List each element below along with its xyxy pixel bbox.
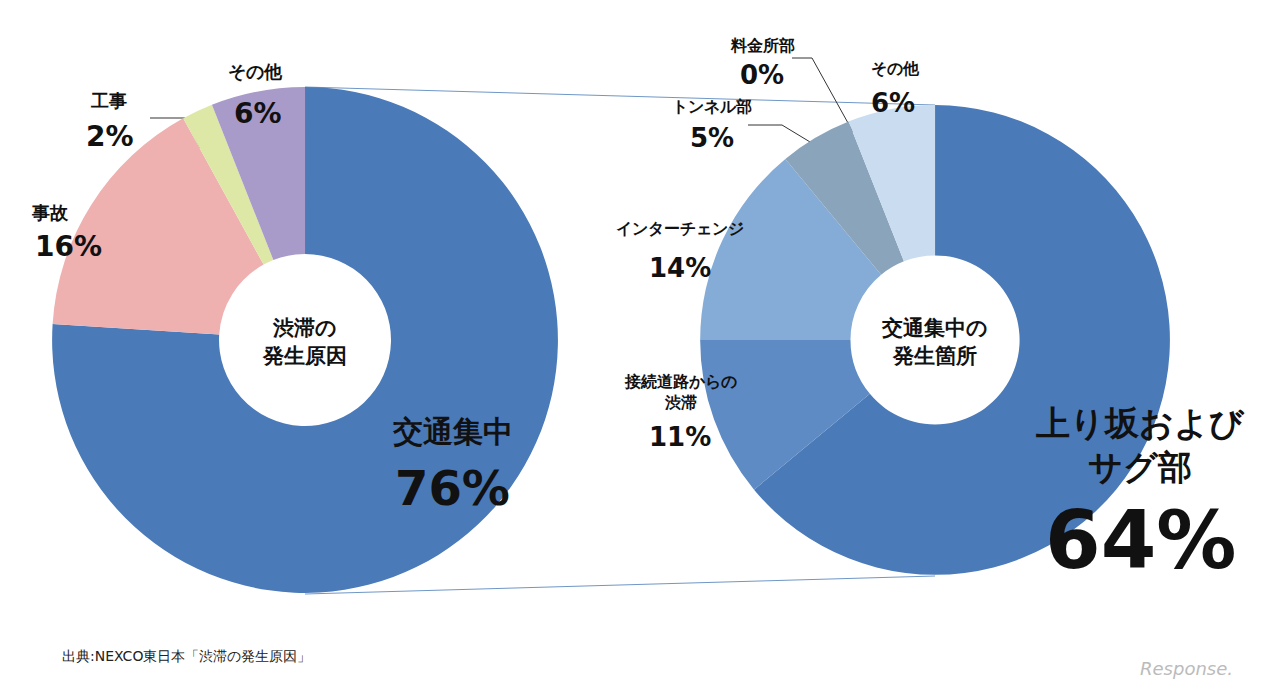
svg-text:工事: 工事: [90, 90, 127, 111]
svg-text:6%: 6%: [234, 97, 282, 130]
svg-text:トンネル部: トンネル部: [672, 97, 752, 116]
svg-text:接続道路からの渋滞: 接続道路からの渋滞: [624, 372, 737, 412]
svg-text:事故: 事故: [31, 202, 69, 223]
svg-text:64%: 64%: [1045, 494, 1236, 587]
svg-text:0%: 0%: [740, 60, 784, 90]
svg-text:6%: 6%: [871, 88, 915, 118]
svg-text:5%: 5%: [690, 123, 734, 153]
svg-text:Response.: Response.: [1140, 658, 1233, 679]
svg-text:出典:NEXCO東日本「渋滞の発生原因」: 出典:NEXCO東日本「渋滞の発生原因」: [62, 648, 311, 664]
svg-text:11%: 11%: [649, 422, 711, 452]
svg-text:その他: その他: [871, 59, 920, 78]
svg-text:14%: 14%: [649, 253, 711, 283]
svg-text:料金所部: 料金所部: [730, 36, 795, 55]
svg-text:交通集中: 交通集中: [392, 414, 513, 449]
svg-text:交通集中の発生箇所: 交通集中の発生箇所: [881, 316, 988, 367]
svg-text:インターチェンジ: インターチェンジ: [616, 219, 744, 238]
svg-text:渋滞の発生原因: 渋滞の発生原因: [262, 316, 347, 367]
svg-text:上り坂およびサグ部: 上り坂およびサグ部: [1035, 403, 1245, 487]
svg-text:2%: 2%: [86, 120, 134, 153]
svg-text:その他: その他: [228, 61, 283, 82]
svg-text:76%: 76%: [395, 460, 510, 516]
svg-text:16%: 16%: [35, 230, 102, 263]
